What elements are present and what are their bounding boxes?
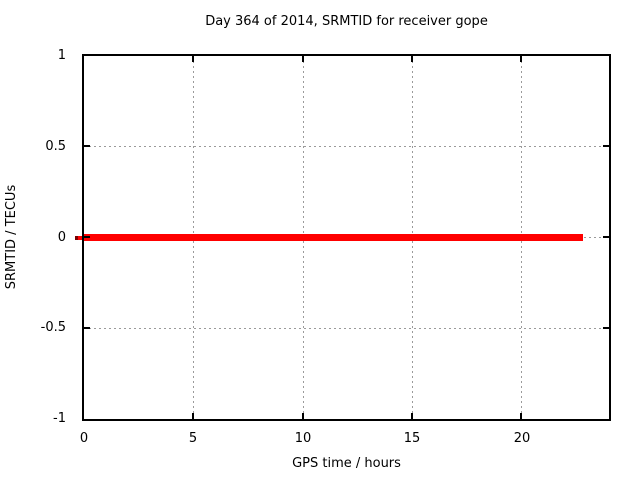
tick-top-20 xyxy=(520,56,522,62)
y-tick-label-m1: -1 xyxy=(53,411,66,426)
chart-title: Day 364 of 2014, SRMTID for receiver gop… xyxy=(205,14,488,29)
x-tick-label-0: 0 xyxy=(79,431,89,446)
tick-bottom-15 xyxy=(411,413,413,419)
gridline-h-m0p5 xyxy=(84,328,609,329)
tick-left-0p5 xyxy=(84,145,90,147)
tick-right-0p5 xyxy=(603,145,609,147)
gridline-h-0p5 xyxy=(84,146,609,147)
x-axis-label: GPS time / hours xyxy=(292,456,401,471)
tick-bottom-10 xyxy=(302,413,304,419)
x-tick-label-10: 10 xyxy=(294,431,312,446)
tick-top-15 xyxy=(411,56,413,62)
data-series-start-cap xyxy=(75,236,82,240)
tick-left-0 xyxy=(84,236,90,238)
data-series-line xyxy=(84,234,583,241)
tick-bottom-20 xyxy=(520,413,522,419)
tick-right-0 xyxy=(603,236,609,238)
x-tick-label-20: 20 xyxy=(513,431,531,446)
y-tick-label-m0p5: -0.5 xyxy=(40,320,66,335)
y-axis-label: SRMTID / TECUs xyxy=(4,184,19,290)
tick-top-5 xyxy=(192,56,194,62)
tick-right-m0p5 xyxy=(603,327,609,329)
plot-area xyxy=(75,54,611,421)
tick-top-10 xyxy=(302,56,304,62)
tick-left-m0p5 xyxy=(84,327,90,329)
y-tick-label-0p5: 0.5 xyxy=(45,139,66,154)
y-tick-label-0: 0 xyxy=(57,230,66,245)
x-tick-label-5: 5 xyxy=(188,431,198,446)
y-tick-label-1: 1 xyxy=(57,48,66,63)
tick-bottom-5 xyxy=(192,413,194,419)
x-tick-label-15: 15 xyxy=(403,431,421,446)
